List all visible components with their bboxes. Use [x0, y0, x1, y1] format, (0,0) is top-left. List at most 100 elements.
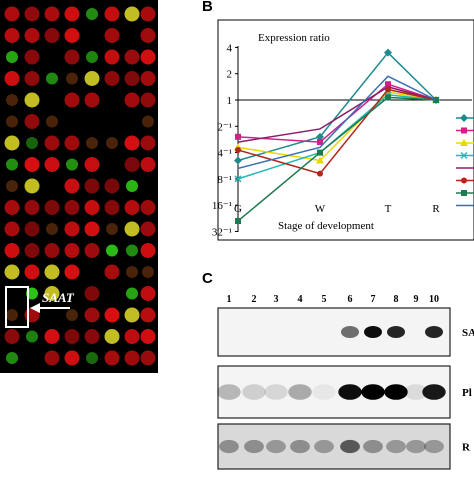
series-line [237, 91, 437, 162]
array-spot [6, 51, 18, 63]
array-spot [142, 266, 154, 278]
array-spot [124, 92, 140, 108]
saat-label: SAAT [42, 290, 75, 305]
array-spot [126, 266, 138, 278]
array-spot [84, 200, 100, 215]
array-spot [124, 350, 140, 366]
lane-number: 3 [274, 294, 279, 305]
blot-band [404, 384, 428, 400]
array-spot [104, 6, 120, 22]
blot-band [387, 326, 405, 338]
data-point [460, 151, 468, 160]
expression-chart: Expression ratio Stage of development 4 2… [212, 19, 474, 241]
panel-b-label: B [202, 0, 213, 15]
array-spot [104, 307, 120, 323]
y-tick-label: 16⁻¹ [212, 200, 232, 212]
array-spot [140, 350, 156, 366]
legend-entry [456, 127, 474, 134]
array-spot [140, 200, 156, 215]
series-1 [234, 48, 440, 165]
array-spot [44, 157, 60, 172]
data-point [317, 149, 323, 156]
y-tick-label: 1 [227, 95, 233, 107]
array-spot [124, 221, 140, 237]
lane-number: 4 [298, 294, 303, 305]
data-point [234, 156, 242, 165]
array-spot [84, 243, 100, 258]
array-spot [64, 264, 80, 280]
data-point [235, 146, 241, 153]
blot-frame [217, 423, 451, 470]
blot-band [425, 326, 443, 338]
panel-c: C 1 2 3 4 5 6 7 8 9 10 SA Pl R [200, 262, 474, 474]
array-spot [104, 28, 120, 43]
blot-panels: SA Pl R [217, 307, 474, 470]
array-spot [4, 28, 20, 43]
array-spot [84, 178, 100, 194]
array-spot [4, 264, 20, 280]
array-spot [140, 71, 156, 86]
array-spot [26, 330, 38, 343]
blot-band [384, 384, 408, 400]
array-spot [86, 8, 98, 20]
array-spot [44, 243, 60, 258]
array-spot [84, 92, 100, 108]
array-spot [140, 221, 156, 237]
lane-number: 9 [414, 294, 419, 305]
array-spot [104, 264, 120, 280]
data-point [385, 81, 391, 88]
y-tick-label: 2⁻¹ [217, 121, 232, 133]
series-2 [235, 81, 439, 146]
array-spot [6, 180, 18, 192]
data-point [316, 156, 324, 164]
array-spot [104, 178, 120, 194]
blot-panel-1: SA [217, 307, 474, 357]
array-spot [66, 72, 78, 85]
array-spot [4, 71, 20, 86]
series-4 [234, 91, 440, 183]
array-spot [6, 94, 18, 106]
array-spot [44, 200, 60, 215]
series-line [237, 93, 437, 180]
array-spot [66, 158, 78, 171]
blot-band [314, 439, 334, 454]
y-tick-label: 8⁻¹ [217, 174, 232, 186]
array-spot [64, 178, 80, 194]
array-spot [104, 350, 120, 366]
array-spot [126, 287, 138, 300]
lane-labels: 1 2 3 4 5 6 7 8 9 10 [227, 294, 440, 305]
series-lines [234, 48, 440, 224]
blot-label: R [462, 442, 471, 454]
x-tick-label: R [432, 203, 440, 215]
blot-band [312, 384, 336, 400]
data-point [460, 139, 468, 146]
blot-band [217, 384, 241, 400]
array-spot [106, 137, 118, 149]
series-7 [235, 94, 439, 224]
blot-band [338, 384, 362, 400]
array-spot [84, 157, 100, 172]
y-tick-label: 4⁻¹ [217, 148, 232, 160]
blot-band [422, 384, 446, 400]
blot-label: Pl [462, 387, 472, 399]
y-tick-label: 2 [227, 69, 233, 81]
array-spot [44, 264, 60, 280]
series-line [237, 88, 437, 175]
x-tick-label: W [315, 203, 326, 215]
array-spot [140, 6, 156, 22]
lane-number: 5 [322, 294, 327, 305]
array-spot [24, 71, 40, 86]
series-line [237, 51, 437, 162]
array-spot [46, 115, 58, 128]
lane-number: 8 [394, 294, 399, 305]
array-spot [64, 221, 80, 237]
array-spot [124, 329, 140, 344]
array-spot [64, 200, 80, 215]
array-spot [24, 157, 40, 172]
array-spot [104, 200, 120, 215]
lane-number: 1 [227, 294, 232, 305]
array-spot [140, 135, 156, 151]
array-spot [84, 329, 100, 344]
array-spot [140, 92, 156, 108]
saat-arrow-head [30, 303, 40, 313]
